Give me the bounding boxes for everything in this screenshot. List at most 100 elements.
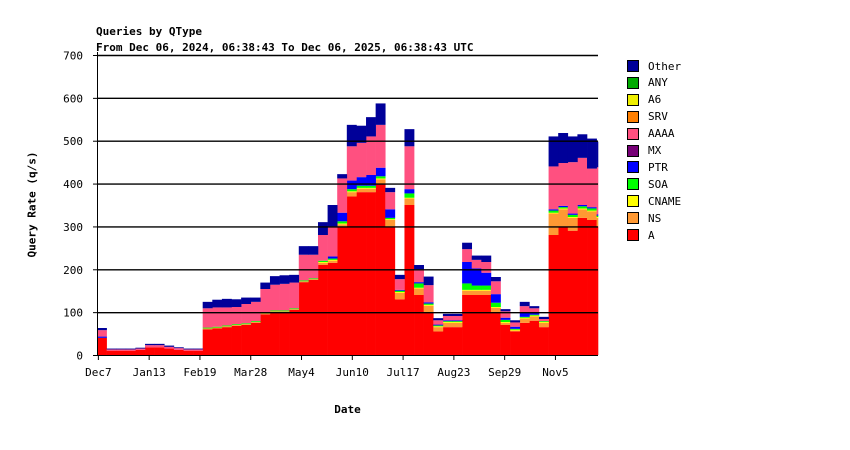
area-segment-aaaa	[500, 311, 511, 318]
area-segment-ptr	[97, 336, 107, 338]
area-segment-soa	[231, 324, 242, 325]
area-segment-a	[154, 347, 165, 355]
area-segment-aaaa	[269, 284, 280, 311]
area-segment-a	[116, 350, 127, 355]
area-segment-cname	[404, 197, 415, 199]
area-segment-ns	[279, 311, 290, 313]
area-segment-aaaa	[452, 316, 463, 321]
area-segment-soa	[279, 310, 290, 312]
area-segment-other	[471, 255, 482, 260]
area-segment-aaaa	[260, 289, 271, 313]
legend-swatch	[627, 93, 639, 106]
area-segment-soa	[462, 283, 473, 290]
area-segment-aaaa	[587, 168, 597, 208]
area-segment-other	[154, 343, 165, 346]
area-segment-ptr	[596, 214, 599, 216]
area-segment-a	[298, 282, 309, 355]
area-segment-other	[221, 298, 232, 308]
chart-title: Queries by QType	[96, 25, 202, 38]
y-tick-label: 0	[76, 350, 83, 363]
area-segment-soa	[567, 214, 578, 217]
area-segment-other	[231, 299, 242, 307]
area-segment-aaaa	[327, 226, 338, 257]
area-segment-a	[366, 192, 376, 355]
area-segment-ns	[231, 325, 242, 326]
area-segment-ns	[442, 322, 453, 328]
area-segment-a	[404, 205, 415, 355]
area-segment-aaaa	[106, 349, 117, 351]
area-segment-aaaa	[241, 304, 252, 324]
area-segment-other	[97, 328, 107, 331]
area-segment-other	[327, 205, 338, 227]
area-segment-aaaa	[442, 316, 453, 321]
y-tick-label: 500	[63, 135, 83, 148]
area-segment-soa	[375, 176, 386, 179]
area-segment-other	[375, 103, 386, 125]
area-segment-aaaa	[548, 166, 559, 210]
area-segment-a	[471, 295, 482, 355]
area-segment-a	[423, 312, 434, 355]
area-segment-soa	[490, 302, 501, 307]
area-segment-ptr	[346, 180, 357, 190]
area-segment-other	[442, 313, 453, 316]
area-segment-a	[414, 295, 424, 355]
area-segment-cname	[337, 223, 348, 225]
area-segment-aaaa	[423, 285, 434, 303]
area-segment-a	[548, 235, 559, 355]
area-segment-aaaa	[135, 348, 146, 350]
area-segment-cname	[366, 187, 376, 189]
area-segment-aaaa	[385, 192, 396, 210]
legend-item-srv: SRV	[627, 110, 668, 124]
area-segment-ns	[433, 327, 444, 332]
area-segment-aaaa	[154, 345, 165, 348]
area-segment-ns	[538, 322, 549, 328]
area-segment-aaaa	[414, 269, 424, 283]
area-segment-other	[404, 129, 415, 147]
area-segment-aaaa	[375, 124, 386, 168]
area-segment-other	[385, 187, 396, 193]
x-tick-label: Jun10	[336, 366, 369, 379]
area-segment-soa	[212, 326, 223, 328]
area-segment-a	[183, 350, 194, 355]
area-segment-other	[490, 277, 501, 282]
area-segment-aaaa	[308, 254, 319, 279]
legend-label: NS	[648, 211, 662, 225]
area-segment-soa	[394, 290, 405, 292]
area-segment-other	[500, 309, 511, 312]
area-segment-a	[394, 299, 405, 355]
area-segment-ptr	[500, 317, 511, 320]
area-segment-other	[337, 174, 348, 179]
area-segment-soa	[577, 206, 588, 209]
area-segment-a	[241, 325, 252, 355]
area-segment-a	[577, 217, 588, 355]
area-segment-a	[125, 350, 136, 355]
area-segment-a	[202, 329, 213, 355]
area-segment-cname	[500, 322, 511, 323]
legend-swatch	[627, 212, 639, 225]
area-segment-other	[164, 345, 175, 347]
area-segment-ptr	[404, 189, 415, 194]
area-segment-a	[558, 226, 569, 355]
area-segment-cname	[394, 292, 405, 293]
area-segment-other	[250, 297, 261, 302]
area-segment-ptr	[375, 167, 386, 177]
area-segment-cname	[356, 187, 367, 189]
area-segment-cname	[529, 315, 540, 317]
x-tick-label: Sep29	[488, 366, 521, 379]
area-segment-a	[442, 327, 453, 355]
area-segment-ptr	[337, 212, 348, 222]
area-segment-a	[145, 347, 155, 355]
area-segment-soa	[241, 323, 252, 325]
area-segment-a	[481, 295, 492, 355]
area-segment-ns	[548, 213, 559, 235]
area-segment-ns	[481, 290, 492, 295]
area-segment-ptr	[510, 326, 521, 329]
area-segment-ptr	[394, 289, 405, 291]
area-segment-a	[385, 226, 396, 355]
legend-swatch	[627, 195, 639, 208]
area-segment-a	[500, 325, 511, 355]
area-segment-ptr	[366, 175, 376, 186]
area-segment-ns	[596, 217, 599, 227]
area-segment-other	[145, 343, 155, 346]
